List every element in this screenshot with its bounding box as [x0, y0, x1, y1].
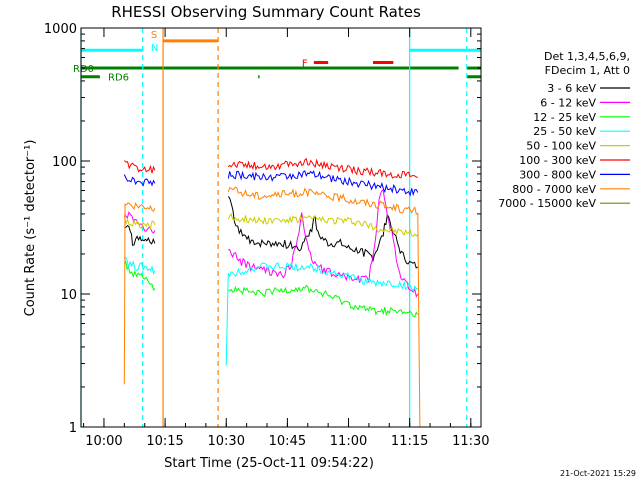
legend-label-5: 100 - 300 keV — [519, 154, 596, 167]
x-tick-label-6: 11:30 — [452, 434, 489, 449]
legend-label-7: 800 - 7000 keV — [512, 183, 596, 196]
legend-label-2: 12 - 25 keV — [533, 111, 596, 124]
series-line-7-segment-1 — [227, 186, 421, 428]
legend-label-6: 300 - 800 keV — [519, 168, 596, 181]
status-bar-label-4: F — [302, 59, 308, 70]
y-tick-label-2: 100 — [52, 155, 77, 170]
chart-title: RHESSI Observing Summary Count Rates — [111, 3, 421, 21]
x-tick-label-2: 10:30 — [208, 434, 245, 449]
series-line-4-segment-0 — [123, 216, 156, 230]
series-line-5-segment-0 — [123, 160, 156, 174]
flag-letter-1: N — [151, 43, 158, 54]
vertical-markers — [80, 28, 468, 427]
series-line-6-segment-0 — [123, 174, 156, 187]
legend: Det 1,3,4,5,6,9, FDecim 1, Att 0 3 - 6 k… — [498, 50, 630, 210]
series-line-7-segment-0 — [123, 202, 156, 385]
x-tick-label-4: 11:00 — [330, 434, 367, 449]
series-lines — [123, 157, 421, 428]
status-bars: RD0 RD6 F SN — [73, 30, 481, 84]
footer-timestamp: 21-Oct-2021 15:29 — [560, 469, 636, 478]
plot-frame — [80, 27, 482, 428]
legend-label-8: 7000 - 15000 keV — [498, 197, 596, 210]
series-line-2-segment-0 — [123, 260, 156, 291]
legend-header-2: FDecim 1, Att 0 — [545, 64, 630, 77]
x-axis-label: Start Time (25-Oct-11 09:54:22) — [164, 456, 374, 471]
flag-letter-0: S — [151, 30, 157, 41]
legend-label-1: 6 - 12 keV — [540, 96, 596, 109]
axes: 10:00 10:15 10:30 10:45 11:00 11:15 11:30 1 10 10… — [44, 22, 490, 449]
status-bar-label-1: RD6 — [108, 73, 129, 84]
x-tick-label-5: 11:15 — [391, 434, 428, 449]
series-line-0-segment-0 — [124, 224, 156, 246]
status-bar-label-0: RD0 — [73, 64, 94, 75]
x-tick-label-1: 10:15 — [146, 434, 183, 449]
series-line-4-segment-1 — [227, 212, 419, 237]
legend-label-0: 3 - 6 keV — [547, 82, 596, 95]
series-line-6-segment-1 — [227, 170, 419, 197]
y-tick-label-1: 10 — [60, 288, 77, 303]
series-line-2-segment-1 — [228, 284, 419, 318]
x-tick-label-0: 10:00 — [85, 434, 122, 449]
y-tick-label-0: 1 — [69, 421, 77, 436]
y-axis-label: Count Rate (s⁻¹ detector⁻¹) — [23, 140, 38, 317]
series-line-3-segment-0 — [124, 256, 156, 276]
series-line-1-segment-1 — [228, 189, 419, 298]
series-line-3-segment-1 — [225, 261, 418, 366]
series-line-5-segment-1 — [227, 157, 419, 179]
y-tick-label-3: 1000 — [44, 22, 77, 37]
legend-label-3: 25 - 50 keV — [533, 125, 596, 138]
legend-header-1: Det 1,3,4,5,6,9, — [544, 50, 630, 63]
series-line-0-segment-1 — [227, 196, 419, 269]
legend-label-4: 50 - 100 keV — [526, 140, 596, 153]
x-tick-label-3: 10:45 — [269, 434, 306, 449]
